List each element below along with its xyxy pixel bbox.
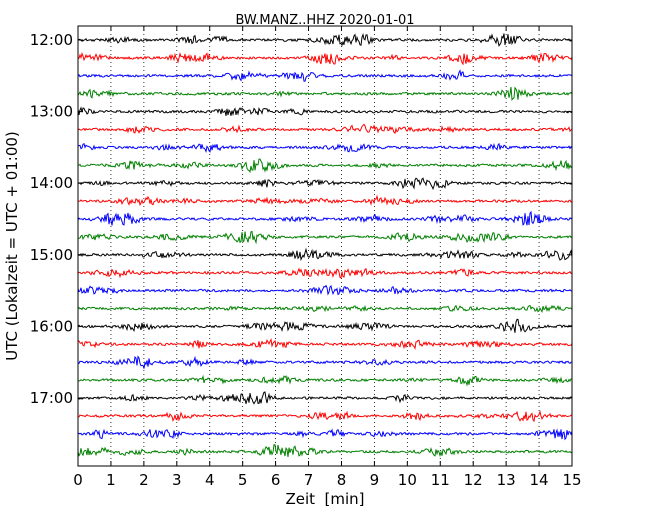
y-tick-label: 13:00 bbox=[30, 103, 73, 121]
trace-1245 bbox=[77, 86, 573, 102]
trace-1600 bbox=[77, 318, 573, 333]
axis-ticks: 0 1 2 3 4 5 6 7 8 9 10 11 12 13 14 1512:0013:0014:0015:… bbox=[30, 26, 582, 489]
y-tick-label: 15:00 bbox=[30, 246, 73, 264]
trace-1700 bbox=[77, 391, 573, 405]
trace-1500 bbox=[77, 247, 573, 262]
trace-1400 bbox=[77, 177, 573, 191]
chart-title: BW.MANZ..HHZ 2020-01-01 bbox=[235, 13, 414, 28]
trace-1200 bbox=[77, 33, 573, 47]
x-tick-label: 3 bbox=[172, 471, 182, 489]
x-tick-label: 14 bbox=[530, 471, 549, 489]
trace-lines bbox=[77, 33, 573, 458]
trace-1630 bbox=[77, 355, 573, 369]
trace-1230 bbox=[77, 69, 573, 82]
trace-1300 bbox=[77, 106, 573, 117]
x-tick-label: 6 bbox=[271, 471, 281, 489]
trace-1545 bbox=[77, 304, 573, 313]
x-tick-label: 4 bbox=[205, 471, 215, 489]
x-tick-label: 5 bbox=[238, 471, 248, 489]
x-tick-label: 15 bbox=[562, 471, 581, 489]
y-axis-label: UTC (Lokalzeit = UTC + 01:00) bbox=[3, 131, 21, 361]
x-tick-label: 1 bbox=[106, 471, 116, 489]
x-tick-label: 2 bbox=[139, 471, 149, 489]
trace-1530 bbox=[77, 284, 573, 296]
trace-1615 bbox=[77, 337, 573, 350]
x-tick-label: 7 bbox=[304, 471, 314, 489]
grid-lines bbox=[110, 26, 540, 466]
x-tick-label: 8 bbox=[337, 471, 347, 489]
trace-1645 bbox=[77, 374, 573, 387]
x-tick-label: 11 bbox=[431, 471, 450, 489]
trace-1345 bbox=[77, 158, 573, 173]
trace-1415 bbox=[77, 194, 573, 207]
x-tick-label: 13 bbox=[497, 471, 516, 489]
x-tick-label: 12 bbox=[464, 471, 483, 489]
x-tick-label: 9 bbox=[370, 471, 380, 489]
plot-frame bbox=[77, 25, 573, 467]
y-tick-label: 17:00 bbox=[30, 389, 73, 407]
trace-1315 bbox=[77, 123, 573, 134]
y-tick-label: 14:00 bbox=[30, 174, 73, 192]
trace-1730 bbox=[77, 428, 573, 441]
y-tick-label: 12:00 bbox=[30, 31, 73, 49]
x-tick-label: 0 bbox=[73, 471, 83, 489]
x-axis-label: Zeit [min] bbox=[285, 490, 364, 508]
trace-1515 bbox=[77, 267, 573, 279]
trace-1745 bbox=[77, 444, 573, 458]
trace-1430 bbox=[77, 210, 573, 226]
trace-1330 bbox=[77, 142, 573, 153]
y-tick-label: 16:00 bbox=[30, 317, 73, 335]
trace-1445 bbox=[77, 230, 573, 245]
trace-1215 bbox=[77, 51, 573, 66]
x-tick-label: 10 bbox=[398, 471, 417, 489]
trace-1715 bbox=[77, 410, 573, 423]
